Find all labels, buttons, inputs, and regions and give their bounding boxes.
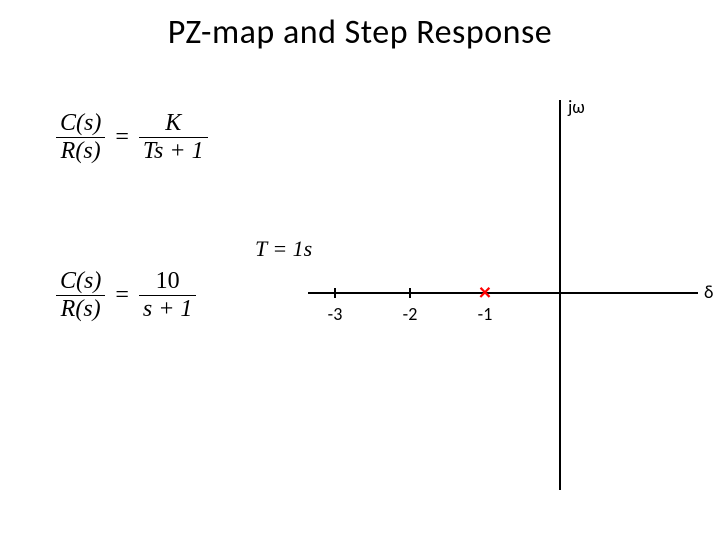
tf-general-eq-sign: = [111, 124, 133, 151]
tf-specific-rhs-den: s + 1 [139, 296, 197, 323]
tf-specific-eq-sign: = [111, 282, 133, 309]
equation-tf-specific: C(s) R(s) = 10 s + 1 [56, 268, 196, 323]
real-axis-tick [334, 288, 336, 298]
real-axis [308, 292, 698, 294]
imag-axis [559, 100, 561, 490]
tf-general-lhs-num: C(s) [56, 110, 105, 138]
tf-specific-lhs: C(s) R(s) [56, 268, 105, 323]
tf-general-lhs-den: R(s) [56, 138, 105, 165]
real-axis-tick-label: -2 [403, 303, 418, 325]
slide: PZ-map and Step Response C(s) R(s) = K T… [0, 0, 720, 540]
tf-general-lhs: C(s) R(s) [56, 110, 105, 165]
tf-specific-lhs-den: R(s) [56, 296, 105, 323]
real-axis-tick-label: -3 [328, 303, 343, 325]
real-axis-label: δ [704, 281, 713, 303]
param-line-text: T = 1s [255, 236, 312, 261]
tf-specific-rhs-num: 10 [139, 268, 197, 296]
tf-general-rhs-den: Ts + 1 [139, 138, 208, 165]
equation-tf-general: C(s) R(s) = K Ts + 1 [56, 110, 208, 165]
tf-general-rhs-num: K [139, 110, 208, 138]
equation-param-line: T = 1s [255, 236, 312, 263]
pole-marker: × [479, 281, 491, 305]
real-axis-tick [409, 288, 411, 298]
tf-specific-lhs-num: C(s) [56, 268, 105, 296]
tf-specific-rhs: 10 s + 1 [139, 268, 197, 323]
tf-general-rhs: K Ts + 1 [139, 110, 208, 165]
page-title: PZ-map and Step Response [0, 12, 720, 53]
imag-axis-label: jω [568, 96, 585, 118]
pole-label: -1 [478, 303, 493, 325]
